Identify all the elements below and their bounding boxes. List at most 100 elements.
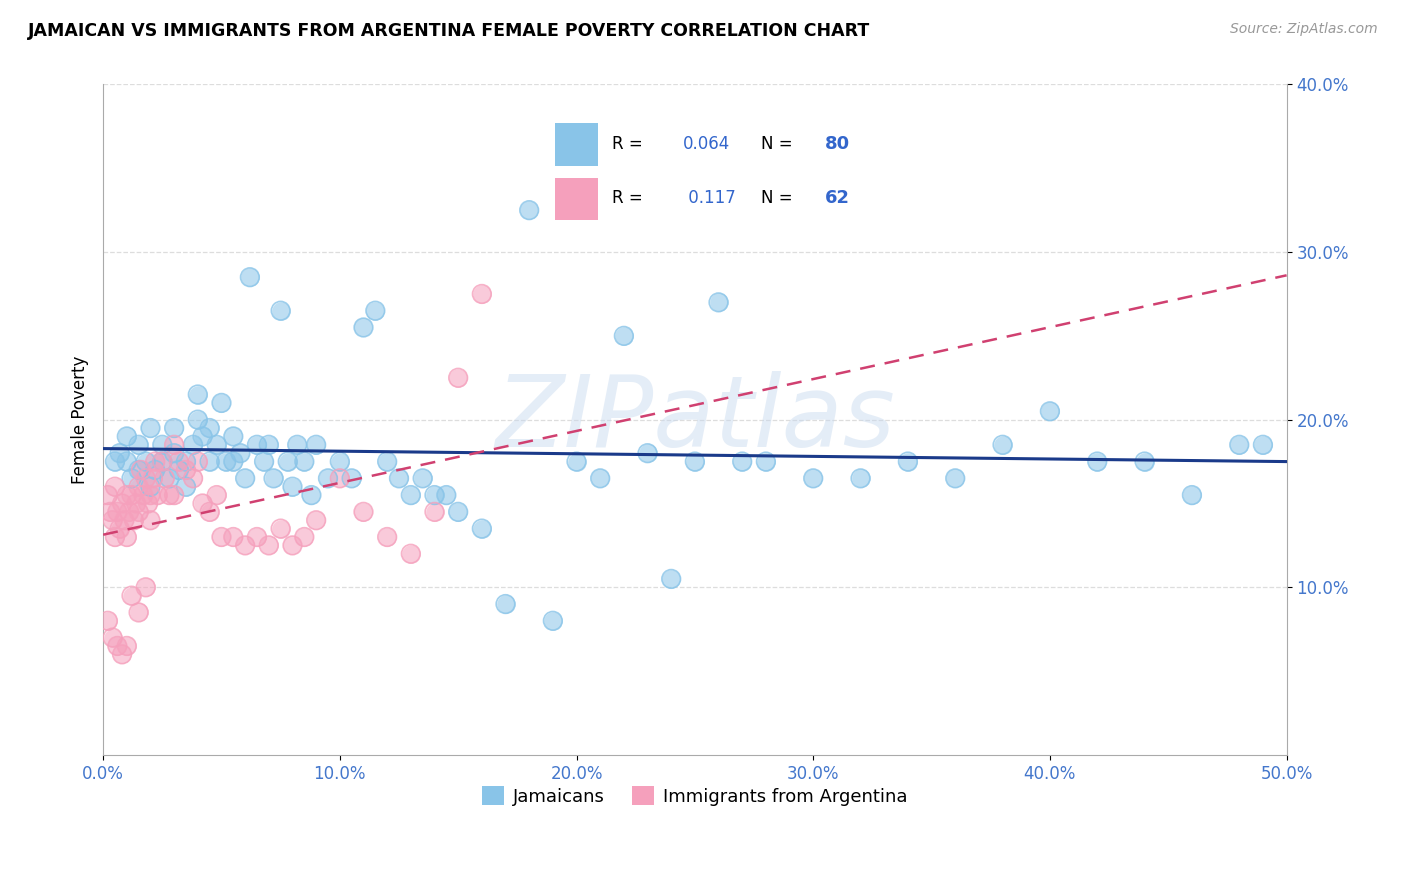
Point (150, 438, 173, 452)
Immigrants from Argentina (329, 471, 352, 485)
Point (292, 530, 315, 544)
Point (305, 513, 328, 527)
Jamaicans (801, 471, 824, 485)
Jamaicans (731, 454, 754, 468)
Immigrants from Argentina (115, 639, 138, 653)
Point (423, 505, 446, 519)
Point (167, 454, 190, 468)
Point (115, 488, 138, 502)
Point (163, 438, 186, 452)
Immigrants from Argentina (111, 496, 134, 510)
Jamaicans (163, 446, 186, 460)
Jamaicans (565, 454, 588, 468)
Jamaicans (229, 446, 252, 460)
Point (121, 589, 143, 603)
Point (122, 513, 145, 527)
Jamaicans (108, 446, 131, 460)
Point (104, 480, 127, 494)
Point (98, 505, 121, 519)
Jamaicans (299, 488, 322, 502)
Jamaicans (115, 454, 138, 468)
Jamaicans (174, 454, 197, 468)
Point (205, 488, 228, 502)
Jamaicans (423, 488, 446, 502)
Point (143, 454, 166, 468)
Jamaicans (135, 454, 157, 468)
Point (222, 454, 245, 468)
Jamaicans (222, 454, 245, 468)
Point (128, 480, 150, 494)
Point (388, 471, 411, 485)
Point (135, 454, 157, 468)
Immigrants from Argentina (233, 538, 256, 552)
Point (128, 438, 150, 452)
Immigrants from Argentina (118, 505, 141, 519)
Immigrants from Argentina (115, 530, 138, 544)
Jamaicans (340, 471, 363, 485)
Point (991, 438, 1014, 452)
Jamaicans (222, 429, 245, 443)
Point (329, 471, 352, 485)
Point (198, 421, 221, 435)
Jamaicans (198, 454, 221, 468)
Point (97, 614, 120, 628)
Point (163, 488, 186, 502)
Immigrants from Argentina (163, 488, 186, 502)
Point (353, 320, 375, 334)
Point (637, 446, 659, 460)
Point (167, 463, 190, 477)
Immigrants from Argentina (136, 496, 159, 510)
Point (205, 438, 228, 452)
Point (447, 371, 470, 385)
Point (128, 463, 150, 477)
Point (121, 488, 143, 502)
Immigrants from Argentina (105, 505, 128, 519)
Point (181, 438, 204, 452)
Jamaicans (412, 471, 434, 485)
Immigrants from Argentina (153, 471, 176, 485)
Immigrants from Argentina (174, 463, 197, 477)
Point (299, 488, 322, 502)
Point (517, 203, 540, 218)
Jamaicans (205, 438, 228, 452)
Point (1133, 454, 1156, 468)
Point (97, 488, 120, 502)
Immigrants from Argentina (135, 471, 157, 485)
Point (108, 522, 131, 536)
Jamaicans (329, 454, 352, 468)
Immigrants from Argentina (121, 488, 143, 502)
Jamaicans (943, 471, 966, 485)
Point (412, 471, 434, 485)
Jamaicans (1251, 438, 1274, 452)
Point (239, 270, 262, 285)
Point (270, 303, 292, 318)
Jamaicans (115, 429, 138, 443)
Jamaicans (471, 522, 494, 536)
Jamaicans (167, 463, 190, 477)
Point (353, 505, 375, 519)
Jamaicans (353, 320, 375, 334)
Jamaicans (150, 454, 173, 468)
Point (136, 496, 159, 510)
Jamaicans (434, 488, 457, 502)
Point (1039, 404, 1062, 418)
Point (142, 471, 165, 485)
Immigrants from Argentina (139, 513, 162, 527)
Point (129, 463, 152, 477)
Immigrants from Argentina (135, 580, 157, 594)
Point (104, 530, 127, 544)
Point (150, 454, 173, 468)
Point (157, 488, 180, 502)
Immigrants from Argentina (211, 530, 233, 544)
Point (187, 412, 209, 426)
Immigrants from Argentina (353, 505, 375, 519)
Point (257, 538, 280, 552)
Point (565, 454, 588, 468)
Jamaicans (388, 471, 411, 485)
Jamaicans (755, 454, 778, 468)
Jamaicans (495, 597, 517, 611)
Jamaicans (198, 421, 221, 435)
Immigrants from Argentina (128, 480, 150, 494)
Text: ZIPatlas: ZIPatlas (495, 371, 894, 468)
Point (139, 488, 162, 502)
